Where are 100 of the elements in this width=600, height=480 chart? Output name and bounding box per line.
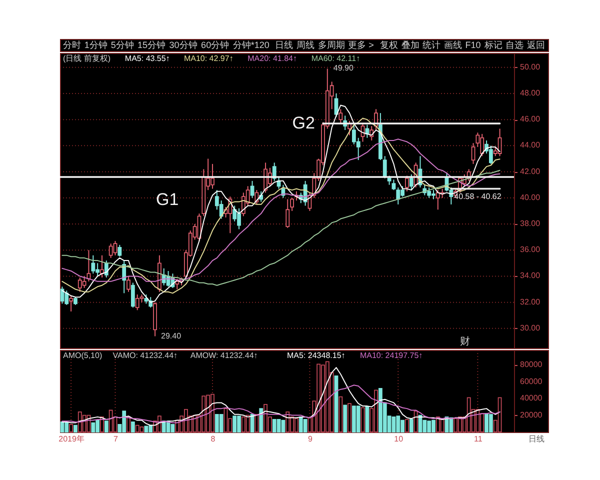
bar	[488, 414, 493, 432]
candlestick	[219, 200, 224, 220]
text: 画线	[444, 40, 462, 50]
x-axis-title: 日线	[528, 434, 544, 444]
text: 标记	[483, 40, 502, 50]
annotation: AMO(5,10)	[63, 351, 102, 360]
x-tick-label: 7	[114, 434, 119, 444]
bar	[74, 424, 78, 432]
bar	[392, 416, 396, 432]
text: MA20: 41.84↑	[248, 54, 298, 63]
candlestick	[409, 174, 414, 191]
candlestick	[392, 179, 396, 191]
bar	[449, 417, 454, 432]
text: 60分钟	[201, 40, 230, 50]
y-tick-label: 50.00	[520, 62, 541, 72]
x-tick-label: 8	[210, 434, 216, 444]
annotation: 40.58 - 40.62	[454, 192, 502, 201]
y-tick-label: 80000	[520, 360, 543, 370]
bar	[281, 420, 286, 432]
text: 5分钟	[110, 40, 134, 50]
bar	[232, 416, 237, 432]
text: 统计	[422, 40, 441, 50]
annotation: (日线 前复权)	[63, 54, 111, 63]
text: F10	[465, 40, 481, 50]
y-tick-label: 36.00	[520, 245, 541, 254]
text: 多周期	[318, 40, 345, 50]
bar	[303, 419, 308, 432]
line-series	[62, 384, 500, 424]
annotation: VAMO: 41232.44↑	[112, 351, 178, 360]
candlestick	[232, 205, 237, 222]
candlestick	[396, 186, 400, 205]
annotation: AMOW: 41232.44↑	[190, 351, 258, 360]
candlestick	[338, 108, 343, 124]
y-tick-label: 38.00	[520, 218, 541, 228]
candlestick	[286, 198, 290, 228]
text: 1分钟	[84, 40, 108, 50]
y-tick-label: 34.00	[520, 271, 541, 280]
annotation: G2	[292, 113, 315, 132]
text: MA10: 42.97↑	[184, 54, 234, 63]
candlestick	[100, 254, 104, 278]
candlestick	[64, 290, 69, 306]
y-tick-label: 60000	[520, 376, 543, 386]
bar	[219, 414, 224, 432]
candlestick	[69, 295, 74, 312]
line-series	[62, 170, 500, 286]
text: MA5: 43.55↑	[124, 54, 170, 63]
x-tick-label: 11	[474, 434, 483, 444]
y-tick-label: 42.00	[520, 166, 541, 176]
candlestick	[135, 294, 140, 311]
candlestick	[382, 156, 387, 179]
text: MA10: 24197.75↑	[360, 351, 423, 360]
text: MA60: 42.11↑	[311, 54, 360, 63]
y-tick-label: 30.00	[520, 323, 541, 332]
bar	[396, 416, 400, 432]
text: 15分钟	[137, 40, 166, 50]
bar	[356, 406, 360, 432]
bar	[64, 422, 69, 432]
y-tick-label: 46.00	[520, 114, 541, 124]
bar	[130, 422, 135, 432]
text: 周线	[296, 40, 314, 50]
text: 分时	[63, 40, 81, 50]
y-tick-label: 40.00	[520, 192, 541, 202]
text: 复权	[380, 40, 398, 50]
candlestick	[290, 197, 294, 212]
bar	[409, 419, 414, 432]
candlestick	[126, 276, 130, 292]
text: 30分钟	[169, 40, 198, 50]
candlestick	[144, 294, 148, 304]
candlestick	[387, 175, 392, 186]
bar	[343, 404, 348, 432]
x-tick-label: 2019年	[58, 434, 84, 444]
candlestick	[130, 282, 135, 308]
candlestick	[118, 244, 122, 258]
y-tick-label: 44.00	[520, 140, 541, 150]
text: 分钟*120	[232, 40, 270, 50]
bar	[104, 420, 108, 432]
y-tick-label: 40000	[520, 394, 543, 403]
text: 日线	[275, 40, 294, 50]
y-tick-label: 48.00	[520, 88, 541, 98]
bar	[272, 419, 276, 432]
line-series	[62, 367, 500, 426]
bar	[276, 419, 281, 432]
x-tick-label: 财	[460, 336, 470, 348]
candlestick	[250, 180, 254, 198]
text: 自选	[506, 40, 524, 50]
text: 叠加	[401, 40, 420, 50]
text: 更多 >	[348, 40, 374, 50]
ref-line-label: G1	[156, 190, 179, 210]
bar	[170, 424, 175, 432]
bar	[259, 408, 264, 432]
candlestick	[254, 190, 259, 205]
bar	[144, 426, 148, 432]
series-label: MA5: 24348.15↑	[287, 351, 346, 360]
y-tick-label: 32.00	[520, 297, 541, 306]
candlestick	[488, 145, 493, 164]
candlestick	[108, 243, 113, 258]
annotation: 49.90	[333, 64, 354, 73]
bar	[365, 406, 370, 432]
candlestick	[175, 278, 180, 290]
annotation: 29.40	[161, 331, 182, 340]
